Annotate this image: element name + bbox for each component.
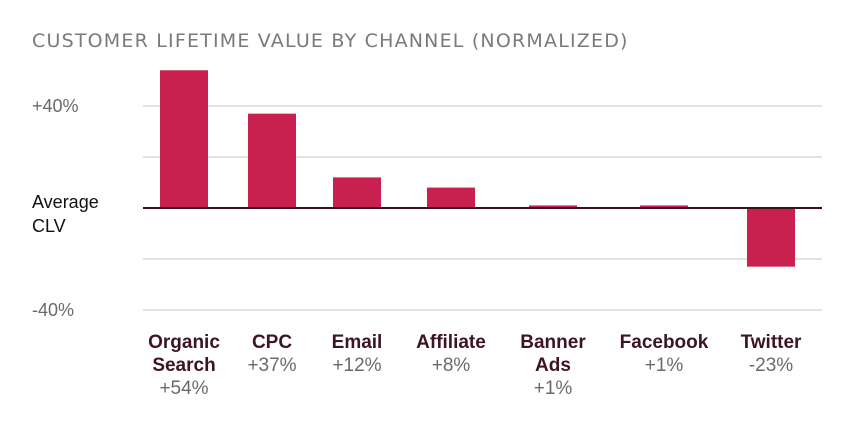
zero-axis-label: CLV xyxy=(32,216,66,236)
y-tick-label: +40% xyxy=(32,96,79,116)
category-label: Search xyxy=(152,355,215,376)
bar xyxy=(160,70,208,208)
value-label: -23% xyxy=(749,355,793,376)
value-label: +37% xyxy=(247,355,296,376)
value-label: +1% xyxy=(645,355,684,376)
category-label: Facebook xyxy=(620,332,709,353)
value-label: +8% xyxy=(432,355,471,376)
category-label: Email xyxy=(332,332,383,353)
bar xyxy=(747,208,795,267)
bar xyxy=(427,188,475,208)
y-tick-label: -40% xyxy=(32,300,74,320)
category-label: Banner xyxy=(520,332,586,353)
bar xyxy=(248,114,296,208)
category-label: Organic xyxy=(148,332,220,353)
value-label: +1% xyxy=(534,378,573,399)
category-label: Twitter xyxy=(741,332,802,353)
value-label: +12% xyxy=(332,355,381,376)
bar xyxy=(333,177,381,208)
category-label: Affiliate xyxy=(416,332,486,353)
category-label: CPC xyxy=(252,332,292,353)
value-label: +54% xyxy=(159,378,208,399)
category-label: Ads xyxy=(535,355,571,376)
zero-axis-label: Average xyxy=(32,192,99,212)
